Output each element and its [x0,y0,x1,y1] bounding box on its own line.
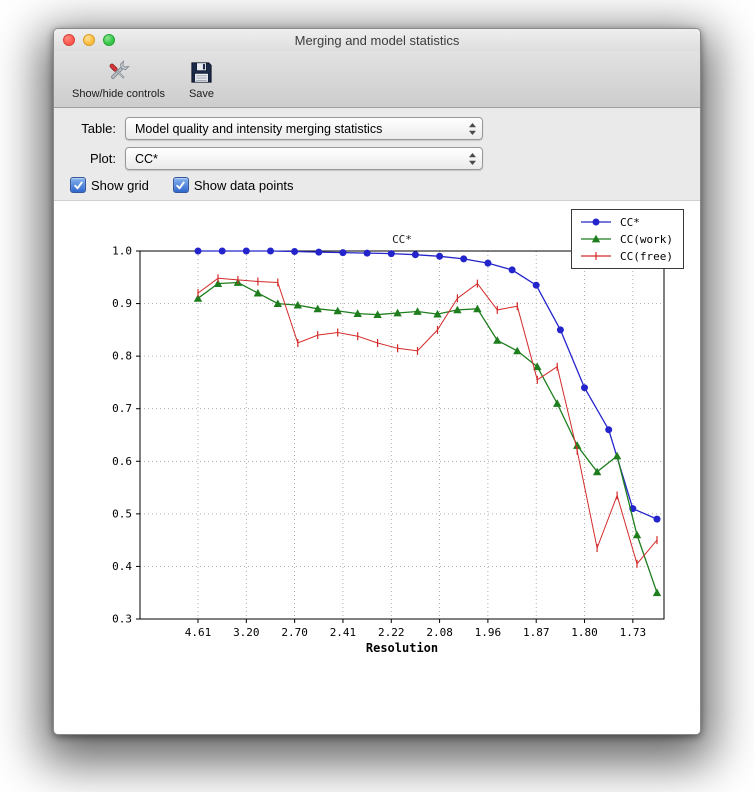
svg-text:2.22: 2.22 [378,626,405,639]
svg-text:0.4: 0.4 [112,560,132,573]
legend-label: CC* [620,215,640,229]
show-hide-controls-button[interactable]: Show/hide controls [68,56,169,101]
toolbar-item-label: Save [188,88,215,100]
svg-text:1.96: 1.96 [475,626,502,639]
close-button[interactable] [63,34,75,46]
checkbox-label: Show data points [193,177,294,193]
plot-dropdown-value: CC* [135,151,158,166]
svg-text:1.0: 1.0 [112,245,132,258]
legend-entry: CC(free) [579,249,673,263]
tools-icon [104,57,132,87]
legend-marker-icon [581,252,612,260]
toolbar: Show/hide controls Save [54,51,700,108]
checkbox-checked-icon [70,177,86,193]
app-window: Merging and model statistics Show/hide c… [53,28,701,735]
plot-panel: 0.3 0.4 0.5 0.6 0.7 0.8 0.9 1.0 4.61 3.20 2.70 2.41… [54,201,700,734]
svg-text:2.08: 2.08 [426,626,453,639]
svg-text:0.6: 0.6 [112,455,132,468]
svg-text:0.5: 0.5 [112,507,132,520]
statistics-chart: 0.3 0.4 0.5 0.6 0.7 0.8 0.9 1.0 4.61 3.20 2.70 2.41… [112,233,665,655]
title-bar[interactable]: Merging and model statistics [54,29,700,51]
show-data-points-checkbox[interactable]: Show data points [172,177,294,193]
svg-text:0.7: 0.7 [112,402,132,415]
svg-text:2.70: 2.70 [281,626,308,639]
controls-panel: Table: Model quality and intensity mergi… [54,108,700,201]
table-dropdown[interactable]: Model quality and intensity merging stat… [125,117,483,140]
save-icon [189,57,214,87]
svg-text:CC*: CC* [392,233,412,246]
zoom-button[interactable] [103,34,115,46]
legend-label: CC(work) [620,232,673,246]
checkbox-checked-icon [172,177,189,193]
legend-entry: CC* [579,215,673,229]
dropdown-arrows-icon [468,122,477,136]
table-label: Table: [81,121,116,136]
svg-text:0.8: 0.8 [112,350,132,363]
svg-text:1.73: 1.73 [620,626,647,639]
svg-text:3.20: 3.20 [233,626,260,639]
show-grid-checkbox[interactable]: Show grid [70,177,149,193]
window-title: Merging and model statistics [294,32,460,48]
chart-legend: CC* CC(work) CC(free) [571,209,684,269]
toolbar-item-label: Show/hide controls [72,88,165,100]
table-dropdown-value: Model quality and intensity merging stat… [135,121,383,136]
traffic-lights [63,34,115,46]
checkbox-label: Show grid [91,177,149,193]
legend-entry: CC(work) [579,232,673,246]
svg-text:4.61: 4.61 [185,626,212,639]
svg-text:0.9: 0.9 [112,297,132,310]
svg-text:1.80: 1.80 [571,626,598,639]
svg-text:0.3: 0.3 [112,613,132,626]
legend-marker-icon [581,218,612,226]
svg-text:1.87: 1.87 [523,626,550,639]
plot-dropdown[interactable]: CC* [125,147,483,170]
dropdown-arrows-icon [468,152,477,166]
svg-text:2.41: 2.41 [330,626,357,639]
minimize-button[interactable] [83,34,95,46]
legend-label: CC(free) [620,249,673,263]
save-button[interactable]: Save [185,56,218,101]
legend-marker-icon [581,234,612,243]
plot-label: Plot: [89,151,116,166]
svg-text:Resolution: Resolution [366,641,438,655]
